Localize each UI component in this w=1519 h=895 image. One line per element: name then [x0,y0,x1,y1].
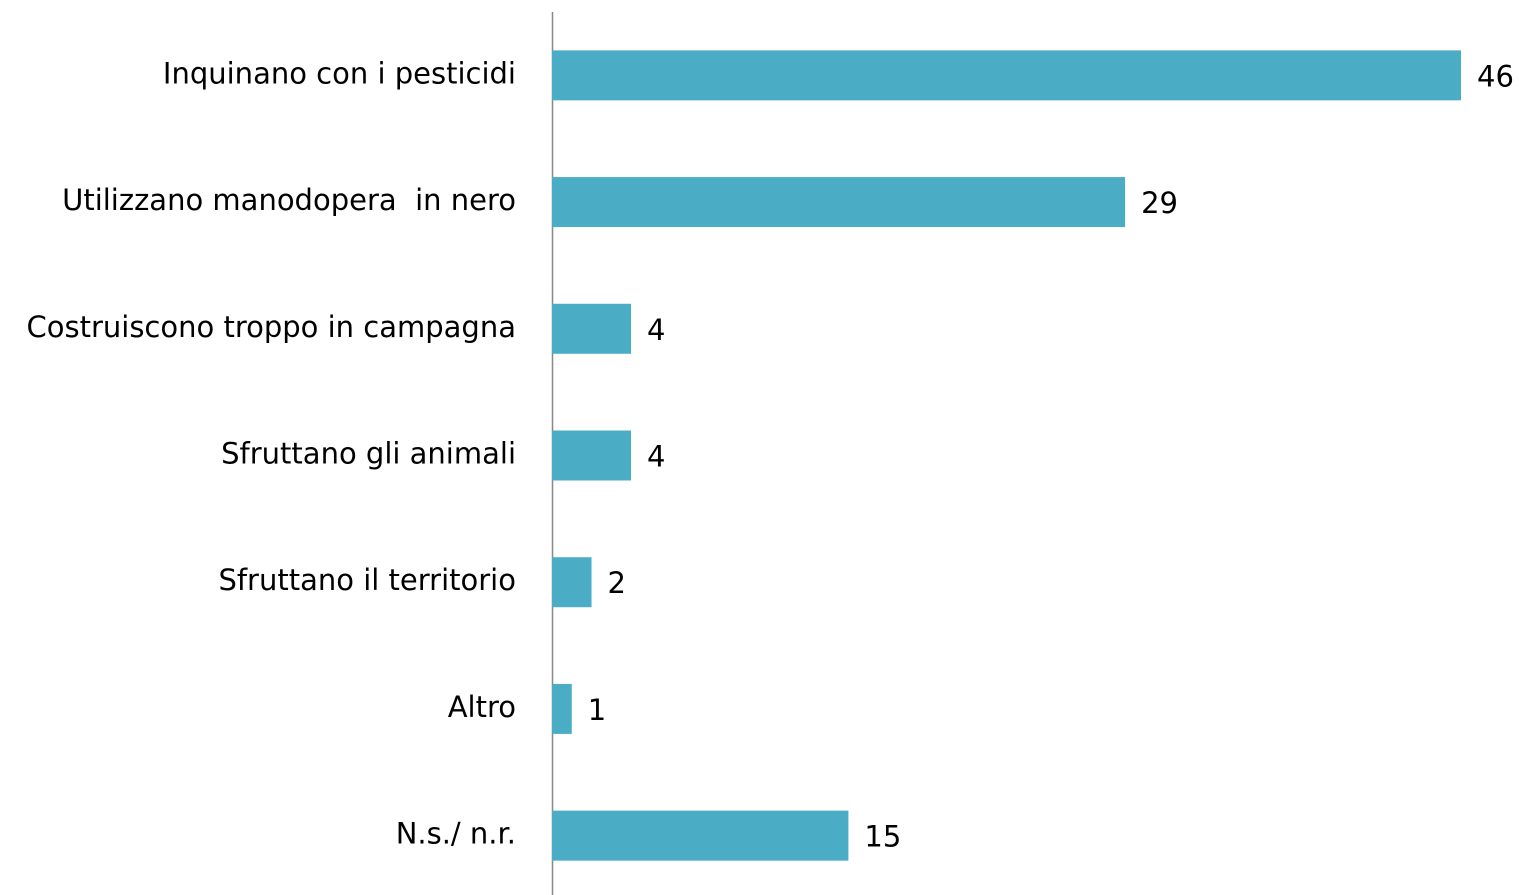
bar [552,430,632,481]
y-tick-label: Sfruttano gli animali [221,437,516,471]
bar [552,177,1126,228]
y-tick-label: Inquinano con i pesticidi [163,56,516,90]
value-label: 29 [1141,186,1178,220]
bar [552,303,632,354]
value-label: 4 [647,313,665,347]
value-label: 46 [1477,59,1514,93]
y-tick-label: Costruiscono troppo in campagna [26,310,516,344]
value-label: 1 [588,693,606,727]
y-tick-label: Altro [448,690,516,724]
bar [552,557,592,608]
value-label: 2 [608,566,626,600]
y-tick-label: N.s./ n.r. [396,817,516,851]
y-tick-label: Sfruttano il territorio [218,563,516,597]
y-tick-label: Utilizzano manodopera in nero [62,183,516,217]
bar [552,50,1461,101]
bar [552,810,849,861]
bar [552,683,572,734]
value-label: 15 [864,820,901,854]
value-label: 4 [647,440,665,474]
